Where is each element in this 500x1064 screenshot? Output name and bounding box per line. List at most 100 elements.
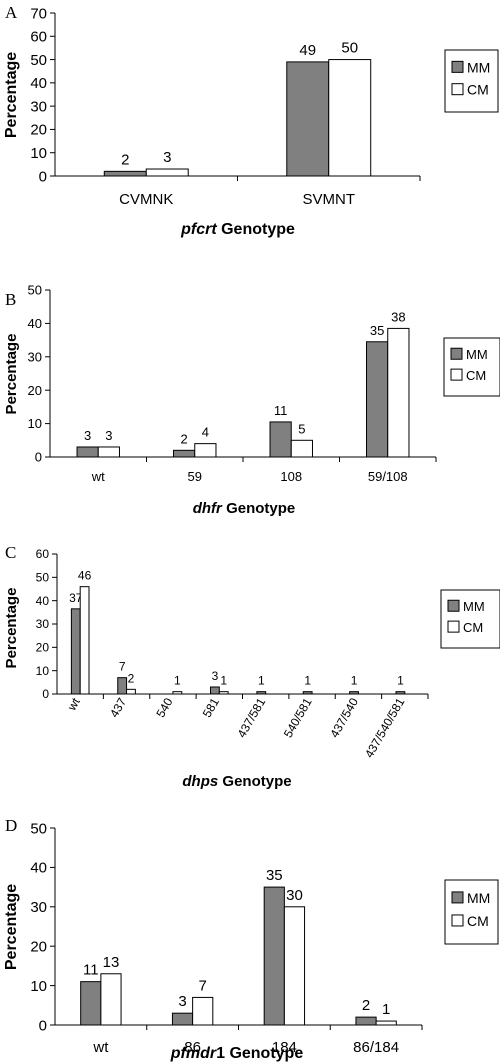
panel-letter: C: [5, 543, 16, 562]
data-label: 35: [266, 867, 283, 884]
y-tick-label: 20: [30, 122, 47, 139]
data-label: 1: [351, 674, 358, 688]
x-tick-label: 581: [200, 695, 222, 720]
bar-cm: [290, 439, 313, 458]
y-axis-title: Percentage: [3, 884, 20, 970]
legend-swatch-cm: [447, 620, 460, 633]
legend: [440, 589, 500, 649]
y-tick-label: 70: [30, 5, 47, 22]
y-tick-label: 50: [30, 820, 47, 837]
bar-mm: [80, 981, 102, 1026]
gene-name: pfmdr: [170, 1045, 217, 1062]
data-label: 49: [299, 42, 316, 59]
data-label: 3: [163, 149, 171, 166]
x-tick-label: 540: [153, 695, 175, 720]
data-label: 3: [178, 993, 186, 1010]
x-tick-label: 86/184: [353, 1039, 399, 1056]
bar-mm: [269, 421, 292, 458]
bar-mm: [366, 341, 389, 458]
data-label: 37: [69, 591, 83, 605]
data-label: 3: [84, 428, 91, 443]
gene-name: pfcrt: [180, 221, 217, 238]
bar-cm: [97, 446, 120, 458]
bar-cm: [79, 586, 90, 695]
bar-mm: [263, 886, 285, 1026]
x-tick-label: 540/581: [281, 695, 315, 740]
y-tick-label: 50: [28, 283, 42, 298]
y-tick-label: 30: [30, 899, 47, 916]
data-label: 11: [274, 403, 288, 418]
data-label: 1: [304, 674, 311, 688]
y-axis-title: Percentage: [3, 52, 20, 138]
genotype-word: Genotype: [222, 500, 295, 517]
legend-label: MM: [466, 347, 488, 362]
data-label: 4: [202, 425, 209, 440]
y-tick-label: 10: [30, 978, 47, 995]
bar-mm: [70, 608, 81, 695]
y-tick-label: 40: [28, 316, 42, 331]
x-tick-label: SVMNT: [303, 191, 356, 208]
bar-mm: [171, 1012, 194, 1026]
legend-swatch-cm: [451, 83, 464, 96]
panel-letter: A: [5, 3, 18, 22]
panel-letter: B: [5, 290, 16, 309]
y-tick-label: 60: [30, 29, 47, 46]
data-label: 1: [258, 674, 265, 688]
x-tick-label: 108: [280, 469, 302, 484]
x-tick-label: 437: [107, 695, 129, 720]
y-tick-label: 0: [39, 1017, 47, 1034]
legend-label: MM: [463, 599, 485, 614]
legend-swatch-mm: [451, 60, 464, 73]
y-tick-label: 0: [35, 450, 42, 465]
genotype-word: Genotype: [218, 773, 291, 790]
data-label: 2: [362, 997, 370, 1014]
bar-cm: [387, 327, 410, 458]
bar-cm: [328, 59, 372, 177]
data-label: 3: [105, 428, 112, 443]
data-label: 2: [128, 671, 135, 685]
bar-cm: [375, 1020, 397, 1026]
x-axis-title: pfcrt Genotype: [180, 221, 295, 238]
y-tick-label: 30: [28, 349, 42, 364]
y-tick-label: 0: [42, 687, 49, 701]
y-tick-label: 10: [30, 145, 47, 162]
y-tick-label: 60: [36, 547, 50, 561]
legend-swatch-mm: [447, 599, 460, 612]
legend-label: CM: [466, 368, 486, 383]
x-tick-label: 59/108: [368, 469, 408, 484]
bar-cm: [172, 691, 183, 695]
data-label: 2: [181, 431, 188, 446]
legend-label: CM: [467, 82, 489, 98]
y-tick-label: 50: [30, 52, 47, 69]
genotype-word: Genotype: [217, 221, 295, 238]
x-tick-label: 59: [188, 469, 202, 484]
data-label: 1: [174, 674, 181, 688]
data-label: 1: [397, 674, 404, 688]
data-label: 13: [103, 954, 120, 971]
gene-name: dhfr: [193, 500, 223, 517]
x-tick-label: wt: [64, 695, 83, 714]
data-label: 38: [391, 309, 405, 324]
data-label: 7: [199, 977, 207, 994]
legend-swatch-cm: [451, 914, 464, 927]
data-label: 35: [370, 323, 384, 338]
bar-cm: [192, 996, 214, 1026]
y-tick-label: 30: [30, 98, 47, 115]
data-label: 3: [212, 669, 219, 683]
data-label: 50: [341, 40, 358, 57]
y-tick-label: 50: [36, 571, 50, 585]
y-tick-label: 20: [28, 383, 42, 398]
y-tick-label: 40: [30, 860, 47, 877]
legend-label: CM: [463, 620, 483, 635]
x-axis-title: pfmdr1 Genotype: [170, 1045, 304, 1062]
data-label: 1: [220, 674, 227, 688]
bar-cm: [283, 906, 306, 1026]
gene-name: dhps: [182, 773, 218, 790]
legend-swatch-cm: [450, 368, 463, 381]
legend-label: MM: [467, 59, 490, 75]
x-tick-label: 184: [272, 1039, 297, 1056]
x-tick-label: 437/540/581: [362, 695, 408, 760]
legend: [444, 49, 499, 113]
x-tick-label: CVMNK: [119, 191, 173, 208]
